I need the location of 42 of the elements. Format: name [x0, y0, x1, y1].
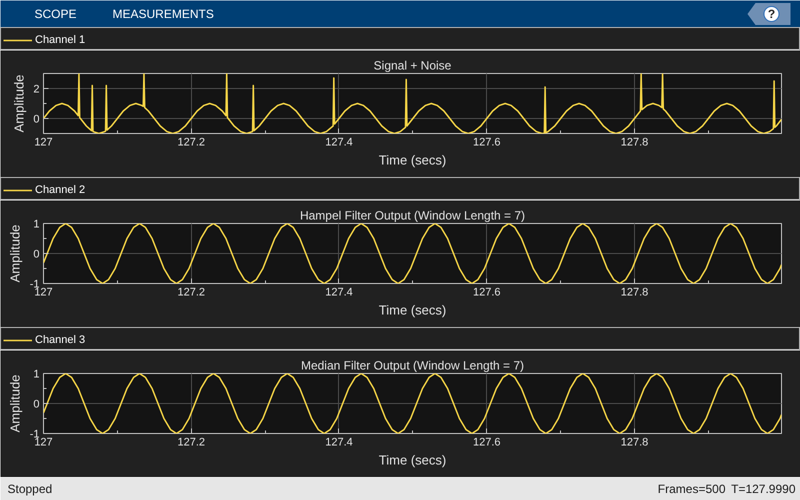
legend-label: Channel 1	[35, 33, 86, 47]
x-tick-label: 127.4	[325, 436, 353, 448]
y-tick-label: 1	[33, 368, 40, 380]
y-axis-title: Amplitude	[8, 224, 23, 282]
x-tick-label: 127.4	[325, 286, 353, 298]
line-series	[44, 224, 782, 284]
x-tick-label: 127.2	[177, 286, 206, 298]
y-axis-title: Amplitude	[8, 374, 23, 432]
x-tick-label: 127.8	[620, 286, 648, 298]
chart-title: Median Filter Output (Window Length = 7)	[300, 358, 524, 372]
text: Frames=500	[658, 482, 726, 496]
line-series	[44, 74, 782, 134]
x-tick-label: 127.4	[325, 136, 353, 148]
y-tick-label: 1	[33, 218, 40, 230]
x-tick-label: 127.6	[472, 436, 501, 448]
x-tick-label: 127.8	[620, 436, 648, 448]
x-tick-label: 127	[34, 136, 53, 148]
x-tick-label: 127.6	[472, 136, 501, 148]
y-tick-label: 0	[33, 248, 40, 260]
y-tick-label: 2	[33, 84, 40, 96]
text: ?	[768, 7, 776, 21]
legend-label: Channel 3	[35, 333, 86, 347]
x-axis-title: Time (secs)	[378, 452, 446, 468]
chart-title: Signal + Noise	[374, 58, 452, 72]
y-tick-label: 0	[33, 114, 40, 126]
x-tick-label: 127	[34, 286, 53, 298]
x-tick-label: 127.2	[177, 436, 206, 448]
line-series	[44, 374, 782, 434]
x-tick-label: 127.8	[620, 136, 648, 148]
y-tick-label: 0	[33, 398, 40, 410]
text: Stopped	[8, 482, 52, 496]
text: SCOPE	[34, 7, 77, 21]
x-tick-label: 127.6	[472, 286, 501, 298]
x-axis-title: Time (secs)	[378, 152, 446, 168]
y-axis-title: Amplitude	[11, 74, 26, 132]
x-tick-label: 127.2	[177, 136, 206, 148]
legend-label: Channel 2	[35, 183, 86, 197]
text: MEASUREMENTS	[112, 7, 214, 21]
chart-title: Hampel Filter Output (Window Length = 7)	[300, 208, 526, 222]
x-tick-label: 127	[34, 436, 53, 448]
x-axis-title: Time (secs)	[378, 302, 446, 318]
text: T=127.9990	[731, 482, 796, 496]
